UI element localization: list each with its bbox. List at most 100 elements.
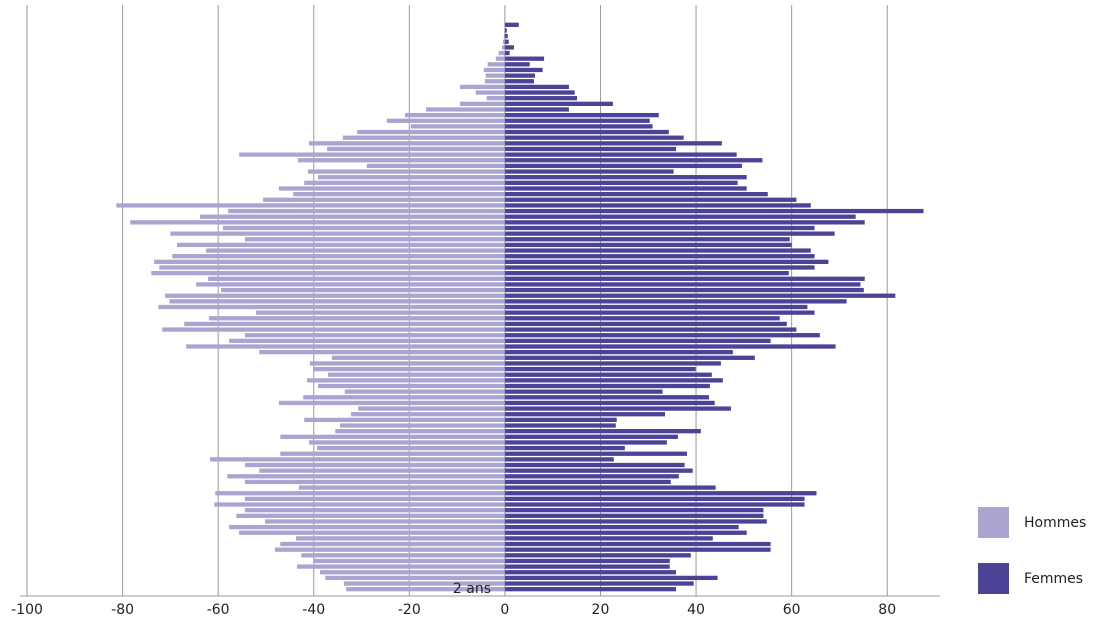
bar bbox=[504, 231, 835, 236]
bar bbox=[504, 355, 755, 360]
bar bbox=[229, 524, 505, 530]
bar bbox=[186, 344, 505, 349]
bar bbox=[304, 417, 505, 423]
bar bbox=[504, 39, 509, 44]
bar bbox=[483, 67, 505, 73]
bar bbox=[239, 152, 505, 157]
x-tick-label: 40 bbox=[687, 602, 705, 618]
bar bbox=[239, 530, 505, 535]
bar bbox=[504, 479, 671, 485]
bar bbox=[504, 496, 805, 502]
bar bbox=[504, 372, 712, 377]
bar bbox=[405, 112, 505, 118]
bar bbox=[504, 112, 659, 118]
bar bbox=[308, 440, 505, 445]
bar bbox=[206, 248, 505, 253]
bar bbox=[504, 265, 815, 270]
x-tick-label: 0 bbox=[500, 602, 509, 618]
bar bbox=[346, 587, 505, 592]
bar bbox=[504, 158, 763, 163]
bar bbox=[504, 338, 771, 344]
bar bbox=[504, 383, 710, 389]
bar bbox=[504, 457, 614, 462]
bar bbox=[504, 45, 514, 50]
bar bbox=[459, 101, 505, 106]
bar bbox=[504, 270, 789, 276]
bar bbox=[296, 536, 505, 541]
bar bbox=[308, 141, 505, 146]
bar bbox=[504, 276, 865, 281]
bar bbox=[504, 581, 694, 586]
bar bbox=[318, 383, 505, 389]
bar bbox=[504, 491, 817, 496]
bar bbox=[293, 191, 505, 197]
bar bbox=[504, 124, 653, 129]
bar bbox=[504, 451, 687, 456]
bar bbox=[298, 485, 505, 490]
bar bbox=[504, 344, 836, 349]
bar bbox=[504, 203, 811, 208]
bar bbox=[313, 558, 505, 564]
bar bbox=[504, 135, 684, 140]
bar bbox=[504, 197, 797, 202]
bar bbox=[504, 440, 667, 445]
bar bbox=[504, 208, 924, 214]
bar bbox=[358, 406, 505, 411]
bar bbox=[319, 570, 505, 575]
bar bbox=[504, 361, 721, 366]
bar bbox=[504, 146, 676, 152]
bar bbox=[503, 33, 505, 39]
bar bbox=[504, 519, 767, 524]
x-tick-label: -60 bbox=[207, 602, 230, 618]
bar bbox=[303, 395, 505, 400]
bar bbox=[222, 225, 505, 231]
bar bbox=[335, 429, 505, 434]
bar bbox=[504, 508, 764, 513]
bar bbox=[504, 462, 685, 468]
bar bbox=[331, 355, 505, 360]
bar bbox=[199, 214, 505, 219]
bar bbox=[172, 254, 505, 259]
bar bbox=[116, 203, 505, 208]
bar bbox=[304, 180, 505, 185]
bar bbox=[504, 163, 742, 169]
x-tick-label: -100 bbox=[11, 602, 43, 618]
bar bbox=[504, 417, 617, 423]
bar bbox=[504, 389, 663, 394]
bar bbox=[484, 79, 505, 84]
bar bbox=[504, 152, 737, 157]
bar bbox=[504, 333, 820, 338]
legend-label: Femmes bbox=[1024, 571, 1083, 587]
bar bbox=[184, 321, 505, 327]
labels: -100 -80 -60 -40 -20 0 20 40 60 80 2 ans bbox=[11, 581, 896, 618]
bar bbox=[210, 457, 505, 462]
bar bbox=[504, 395, 709, 400]
bar bbox=[309, 361, 505, 366]
bar bbox=[504, 575, 718, 581]
bar bbox=[228, 208, 505, 214]
bar bbox=[165, 293, 505, 298]
bar bbox=[504, 287, 864, 293]
bar bbox=[485, 73, 505, 78]
bar bbox=[244, 496, 505, 502]
bar bbox=[278, 186, 505, 191]
bar bbox=[177, 242, 505, 248]
bar bbox=[366, 163, 505, 169]
bar bbox=[504, 141, 722, 146]
bar bbox=[504, 254, 815, 259]
bar bbox=[342, 135, 505, 140]
bar bbox=[504, 474, 679, 479]
bar bbox=[263, 197, 505, 202]
bar bbox=[504, 293, 896, 298]
bar bbox=[504, 56, 545, 61]
x-tick-label: 20 bbox=[592, 602, 610, 618]
bar bbox=[504, 169, 674, 174]
bar bbox=[208, 276, 505, 281]
bar bbox=[504, 180, 738, 185]
bar bbox=[504, 378, 723, 383]
bar bbox=[504, 423, 616, 428]
bar bbox=[162, 327, 505, 332]
bar bbox=[504, 129, 669, 135]
legend: Hommes Femmes bbox=[978, 507, 1086, 594]
bar bbox=[325, 575, 505, 581]
